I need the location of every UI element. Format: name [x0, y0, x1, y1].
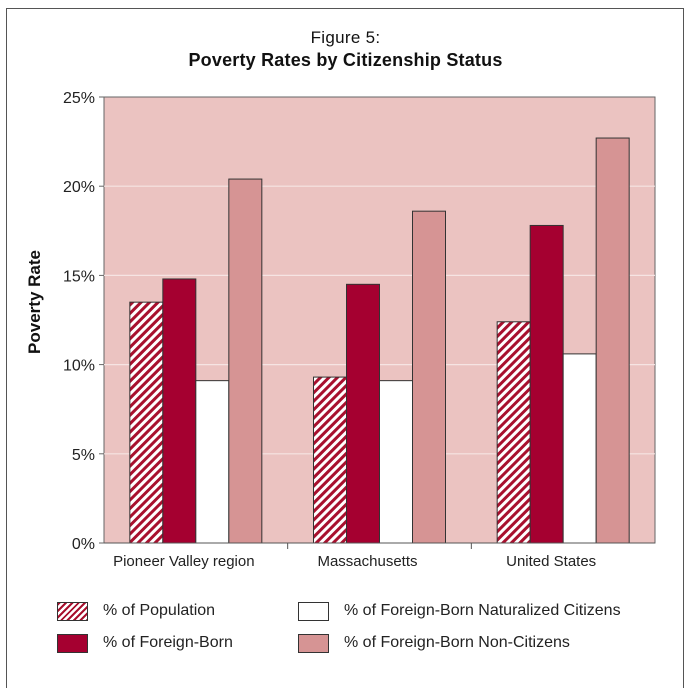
legend-label: % of Foreign-Born Non-Citizens: [344, 634, 570, 651]
legend-label: % of Foreign-Born: [103, 634, 233, 651]
bar-of-population: [496, 321, 531, 544]
y-tick-label: 10%: [63, 358, 95, 375]
legend-item-naturalized: % of Foreign-Born Naturalized Citizens: [298, 600, 621, 622]
legend-swatch-pink: [298, 633, 329, 653]
bar-chart: 0% 5% 10% 15% 20% 25% Pioneer Valley region Mas…: [25, 90, 656, 570]
x-tick-label: Massachusetts: [317, 553, 417, 570]
figure-number: Figure 5:: [310, 28, 381, 47]
legend-item-foreign-born: % of Foreign-Born: [57, 632, 233, 654]
y-axis-label: Poverty Rate: [25, 250, 44, 354]
bar-of-foreign-born-non-citizens: [595, 137, 630, 544]
bar-of-foreign-born-naturalized-citizens: [379, 380, 413, 544]
y-tick-label: 5%: [72, 447, 95, 464]
bar-of-foreign-born-naturalized-citizens: [195, 380, 230, 544]
legend-label: % of Foreign-Born Naturalized Citizens: [344, 602, 621, 619]
legend-label: % of Population: [103, 602, 216, 619]
bar-of-population: [313, 376, 347, 544]
bar-of-foreign-born-non-citizens: [228, 178, 263, 544]
y-tick-label: 25%: [63, 90, 95, 107]
bar-of-population: [129, 301, 164, 544]
legend-item-population: % of Population: [57, 600, 215, 622]
y-tick-label: 20%: [63, 179, 95, 196]
legend-item-non-citizens: % of Foreign-Born Non-Citizens: [298, 632, 570, 654]
x-tick-label: Pioneer Valley region: [113, 553, 254, 570]
bar-of-foreign-born-non-citizens: [412, 210, 446, 544]
legend-swatch-white: [298, 601, 329, 621]
bar-of-foreign-born: [529, 224, 564, 544]
legend-swatch-hatched: [57, 601, 88, 621]
legend-swatch-dark-red: [57, 633, 88, 653]
figure-frame: [6, 8, 684, 688]
bar-of-foreign-born: [346, 283, 380, 544]
bar-of-foreign-born: [162, 278, 197, 544]
bar-of-foreign-born-naturalized-citizens: [562, 353, 597, 544]
y-tick-label: 15%: [63, 268, 95, 285]
chart-title: Poverty Rates by Citizenship Status: [188, 50, 503, 70]
y-tick-label: 0%: [72, 536, 95, 553]
x-tick-label: United States: [506, 553, 596, 570]
